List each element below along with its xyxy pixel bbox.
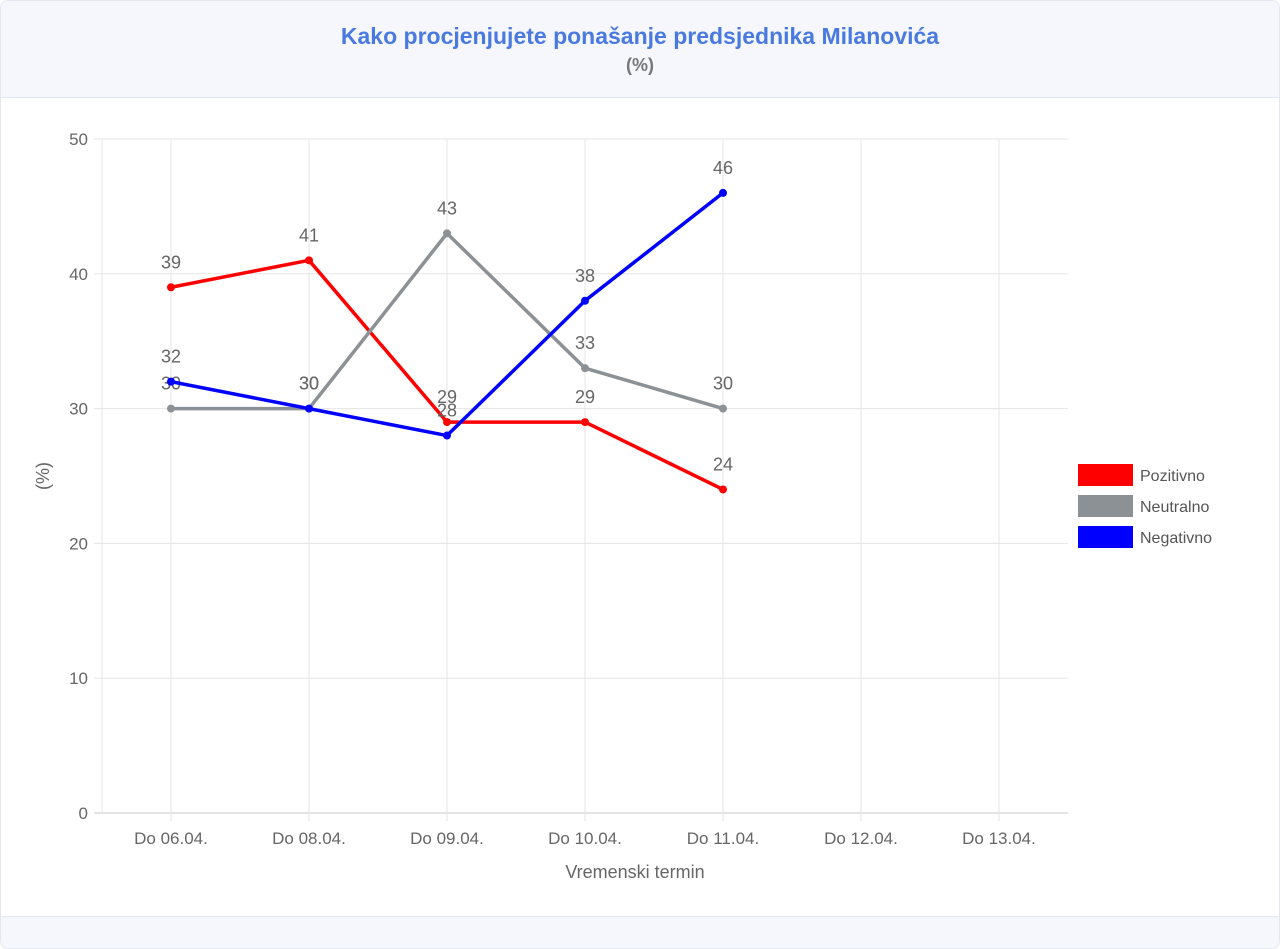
y-tick-label: 40	[69, 265, 88, 284]
data-label: 43	[437, 198, 457, 218]
y-tick-label: 30	[69, 400, 88, 419]
chart-subtitle: (%)	[626, 55, 654, 75]
x-tick-label: Do 10.04.	[548, 829, 622, 848]
legend-label: Neutralno	[1140, 499, 1209, 516]
data-point	[719, 404, 727, 413]
legend-swatch	[1078, 526, 1133, 548]
x-axis-title: Vremenski termin	[565, 862, 704, 882]
data-point	[167, 377, 175, 386]
legend-label: Pozitivno	[1140, 468, 1205, 485]
legend-label: Negativno	[1140, 530, 1212, 547]
x-tick-label: Do 12.04.	[824, 829, 898, 848]
data-label: 33	[575, 333, 595, 353]
y-tick-label: 0	[79, 804, 88, 823]
legend-swatch	[1078, 464, 1133, 486]
y-tick-label: 50	[69, 130, 88, 149]
data-point	[581, 418, 589, 427]
data-point	[305, 404, 313, 413]
data-point	[581, 296, 589, 305]
data-label: 29	[575, 387, 595, 407]
data-point	[305, 256, 313, 265]
data-label: 30	[299, 374, 319, 394]
data-point	[719, 485, 727, 494]
data-label: 41	[299, 225, 319, 245]
chart-footer	[1, 916, 1279, 948]
data-point	[581, 364, 589, 373]
y-tick-label: 10	[69, 669, 88, 688]
data-label: 30	[299, 374, 319, 394]
x-tick-label: Do 13.04.	[962, 829, 1036, 848]
data-point	[719, 188, 727, 197]
data-point	[443, 229, 451, 238]
legend-swatch	[1078, 495, 1133, 517]
data-point	[167, 283, 175, 292]
data-label: 38	[575, 266, 595, 286]
y-axis-title: (%)	[33, 462, 53, 490]
data-label: 39	[161, 252, 181, 272]
data-point	[443, 431, 451, 440]
y-tick-label: 20	[69, 534, 88, 553]
x-tick-label: Do 06.04.	[134, 829, 208, 848]
data-label: 24	[713, 454, 733, 474]
data-label: 30	[713, 374, 733, 394]
data-label: 29	[437, 387, 457, 407]
data-label: 28	[437, 401, 457, 421]
data-label: 46	[713, 158, 733, 178]
data-label: 32	[161, 347, 181, 367]
x-tick-label: Do 11.04.	[687, 829, 759, 848]
data-point	[443, 418, 451, 427]
data-point	[167, 404, 175, 413]
chart-title: Kako procjenjujete ponašanje predsjednik…	[340, 23, 940, 49]
x-tick-label: Do 09.04.	[410, 829, 484, 848]
x-tick-label: Do 08.04.	[272, 829, 346, 848]
chart-header: Kako procjenjujete ponašanje predsjednik…	[1, 1, 1279, 98]
